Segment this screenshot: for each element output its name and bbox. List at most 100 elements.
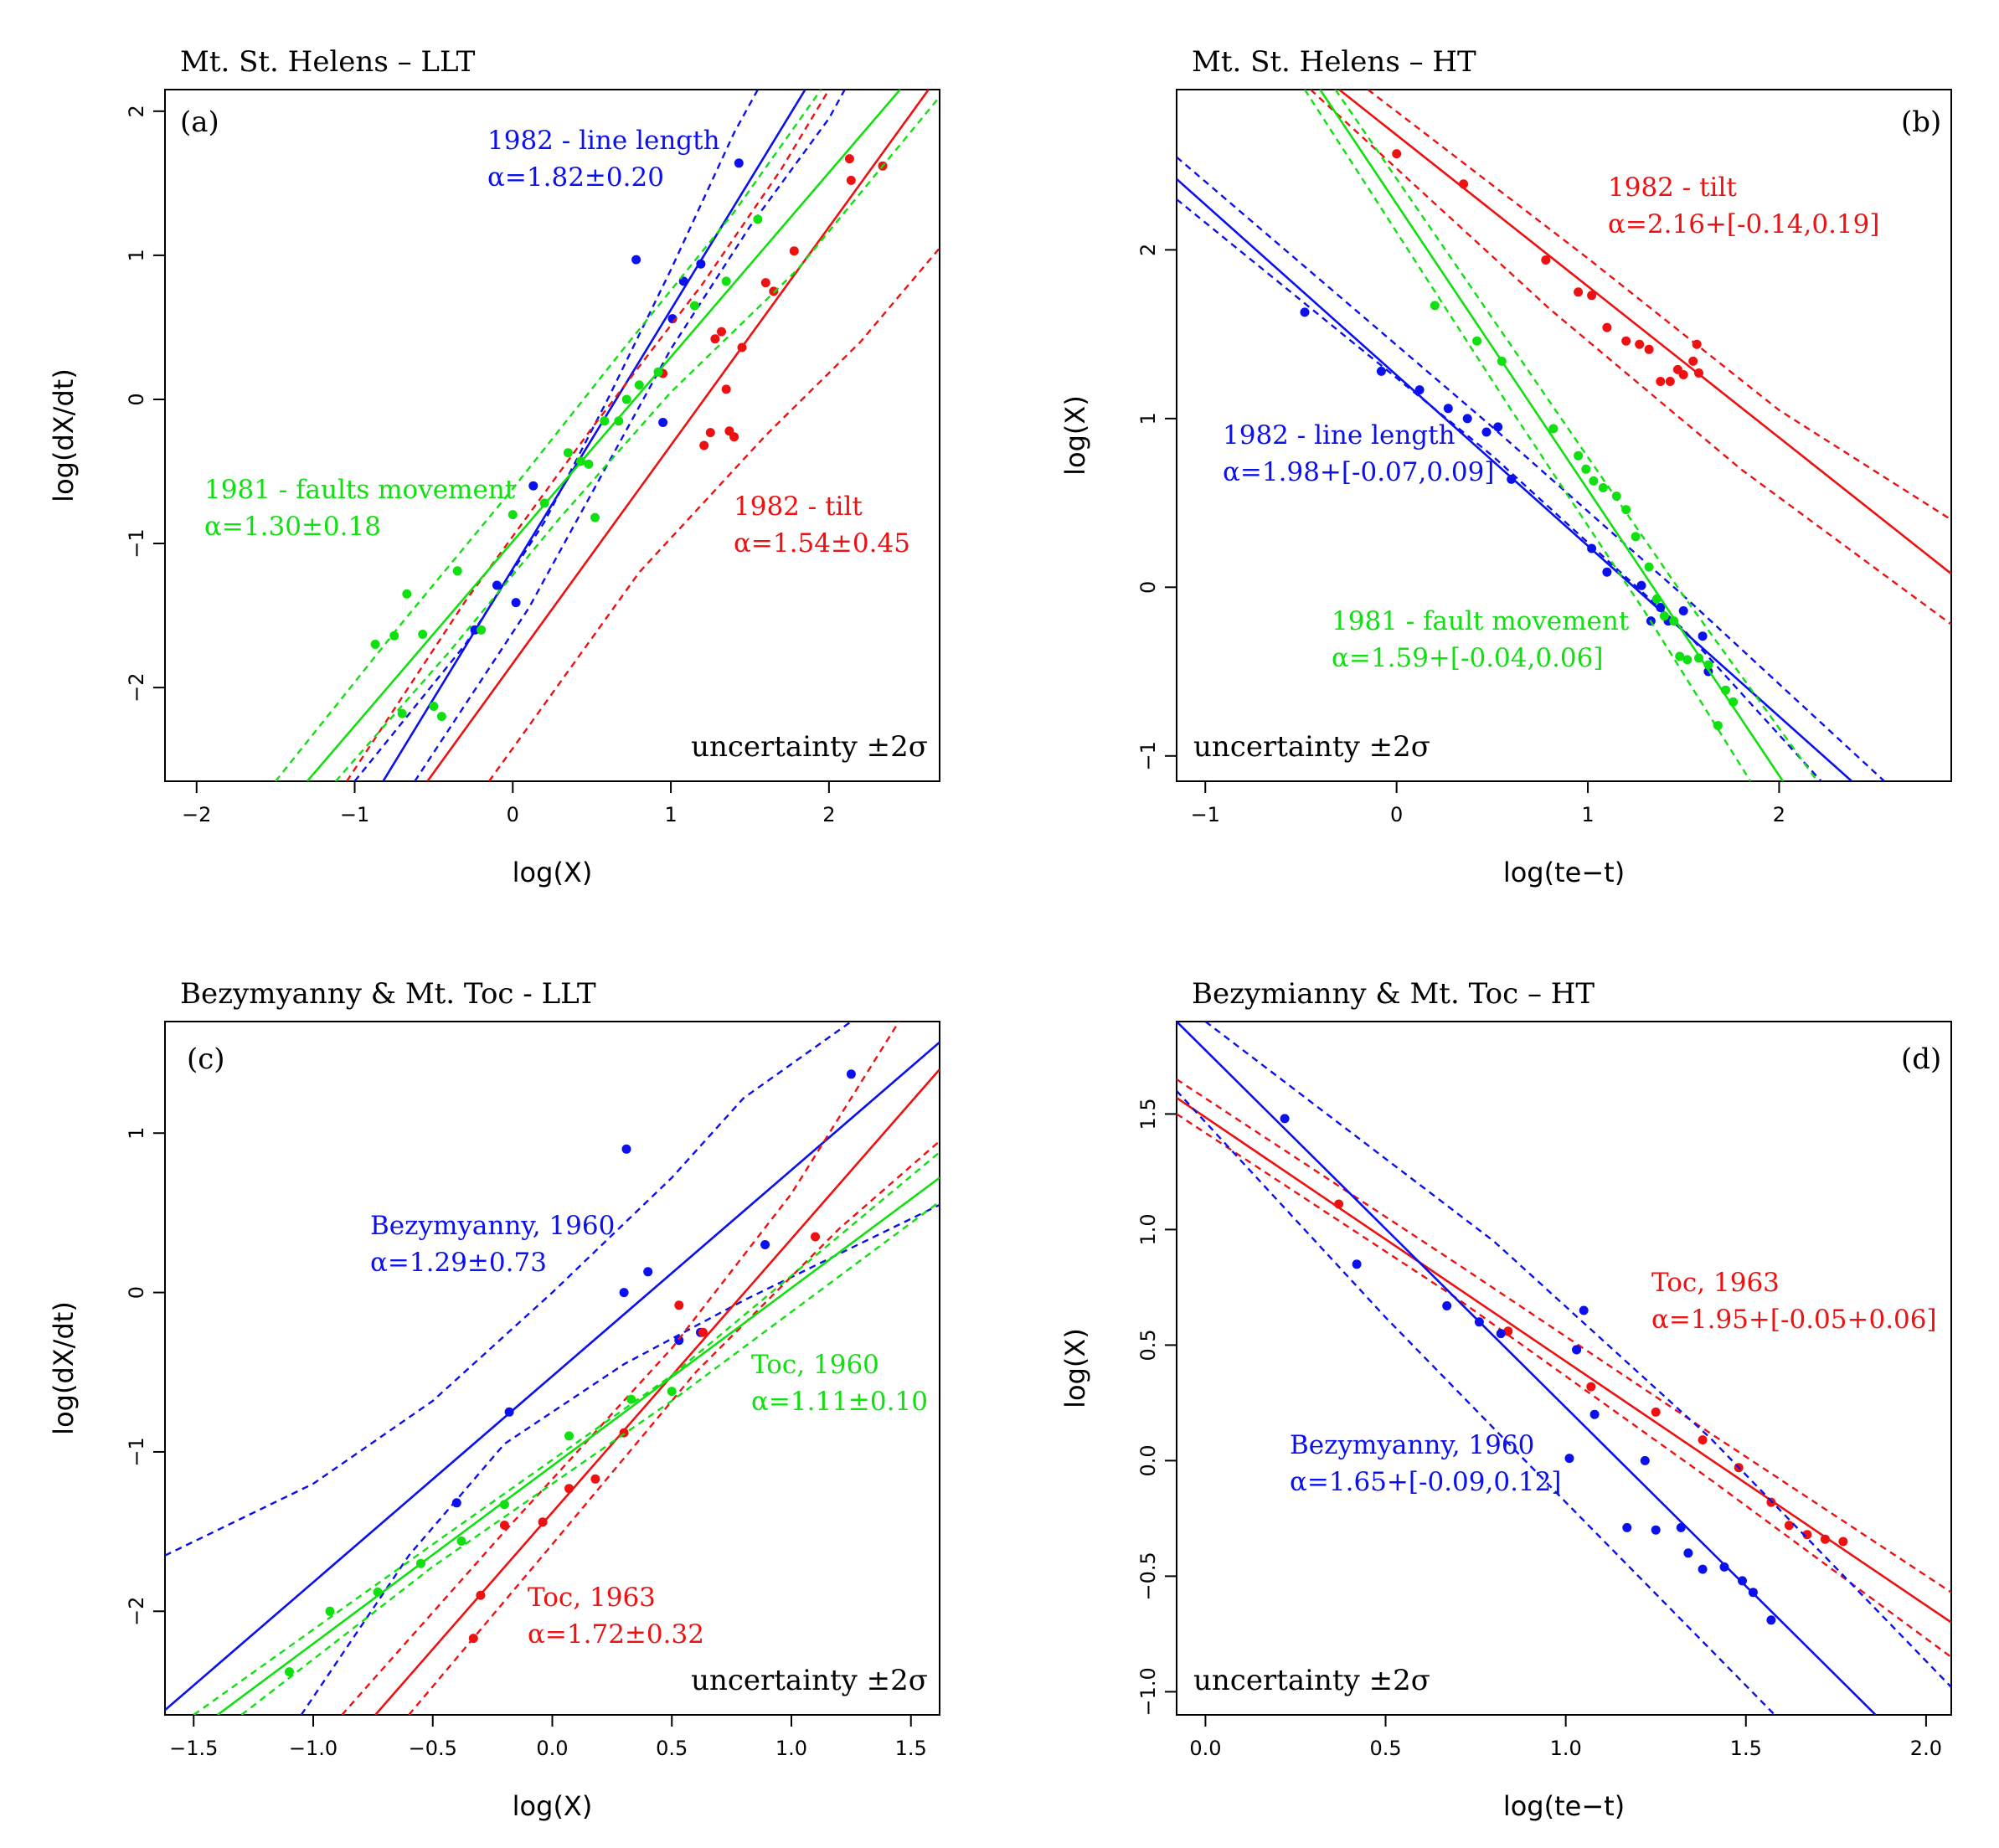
panel-a: Mt. St. Helens – LLT −2 −1 0 1 2 −2 −1 0 1 2 log(X)… [48, 45, 940, 888]
y-tick-label: 1 [1136, 412, 1160, 425]
data-point [1414, 385, 1425, 395]
data-point [584, 459, 594, 469]
data-point [760, 278, 770, 288]
data-point [626, 1394, 636, 1404]
x-tick-label: −1 [1191, 803, 1220, 826]
data-point [1622, 1522, 1632, 1532]
uncertainty-note: uncertainty ±2σ [691, 1664, 928, 1697]
panel-title: Bezymyanny & Mt. Toc - LLT [180, 977, 596, 1011]
x-tick-label: 0 [1390, 803, 1403, 826]
data-point [710, 334, 720, 344]
data-point [564, 1484, 574, 1494]
data-point [1621, 505, 1631, 515]
data-point [1675, 651, 1685, 661]
data-point [1621, 336, 1631, 346]
data-point [1443, 404, 1453, 414]
data-point [1579, 1305, 1589, 1315]
series-label: Bezymyanny, 1960 [370, 1211, 615, 1241]
x-tick-label: −1 [340, 803, 369, 826]
data-point [1694, 653, 1703, 663]
data-point [1644, 344, 1654, 354]
data-point [429, 702, 439, 711]
confidence-band-upper [346, 90, 830, 781]
fit-line [1177, 1022, 1877, 1715]
y-tick-label: −1 [1136, 741, 1160, 770]
confidence-band-lower [408, 1140, 940, 1715]
series-label: 1982 - tilt [1608, 172, 1737, 203]
data-point [674, 1300, 684, 1310]
panel-b: Mt. St. Helens – HT −1 0 1 2 −1 0 1 2 log(te−t) lo… [1059, 45, 1952, 888]
data-point [1719, 1562, 1729, 1572]
data-point [1589, 476, 1599, 486]
y-tick-label: 0 [125, 393, 148, 405]
plot-frame [1176, 1021, 1952, 1716]
y-tick-label: 1 [125, 249, 148, 261]
data-point [729, 432, 739, 442]
series-label: 1982 - line length [487, 126, 720, 156]
data-point [1564, 1454, 1574, 1464]
plot-frame [164, 89, 940, 782]
data-point [1635, 339, 1645, 349]
confidence-band-upper [353, 90, 759, 781]
fit-line [426, 90, 930, 781]
data-point [492, 580, 502, 590]
x-tick-label: −0.5 [409, 1737, 457, 1760]
series-alpha-label: α=1.65+[-0.09,0.12] [1290, 1467, 1561, 1497]
data-point [1280, 1114, 1290, 1124]
data-point [643, 1267, 653, 1277]
data-point [1611, 492, 1621, 501]
y-tick-label: 2 [125, 105, 148, 117]
data-point [1656, 603, 1666, 612]
panel-tag: (a) [180, 106, 219, 139]
confidence-band-lower [1177, 198, 1822, 781]
x-tick-label: 0.0 [1189, 1737, 1221, 1760]
data-point [1669, 616, 1679, 626]
series-alpha-label: α=1.11±0.10 [751, 1387, 928, 1417]
series-alpha-label: α=1.98+[-0.07,0.09] [1223, 457, 1494, 487]
y-tick-label: −1 [125, 1437, 148, 1466]
confidence-band-lower [334, 95, 940, 781]
data-point [373, 1587, 383, 1597]
data-point [717, 327, 726, 337]
data-point [402, 589, 412, 599]
data-point [1683, 1548, 1693, 1558]
y-tick-label: 0.0 [1136, 1444, 1160, 1476]
data-point [1392, 149, 1402, 159]
x-tick-label: −2 [182, 803, 211, 826]
y-tick-label: 1.0 [1136, 1213, 1160, 1245]
x-tick-label: 0 [507, 803, 519, 826]
data-point [1442, 1301, 1452, 1310]
data-point [1507, 474, 1517, 484]
data-point [1459, 179, 1469, 189]
data-point [721, 384, 731, 394]
data-point [511, 598, 521, 608]
x-tick-label: 1 [1581, 803, 1594, 826]
series-alpha-label: α=1.29±0.73 [370, 1248, 547, 1278]
uncertainty-note: uncertainty ±2σ [1193, 1664, 1430, 1697]
data-point [1602, 322, 1612, 332]
y-axis-label: log(dX/dt) [48, 368, 80, 502]
y-axis-label: log(X) [1059, 1328, 1091, 1408]
y-tick-label: −2 [125, 672, 148, 702]
data-point [621, 1144, 631, 1154]
data-point [634, 380, 644, 390]
y-tick-label: 0 [1136, 581, 1160, 594]
x-axis-label: log(X) [513, 857, 593, 888]
data-point [538, 1517, 548, 1527]
data-point [418, 630, 428, 639]
series-alpha-label: α=1.82±0.20 [487, 162, 664, 193]
fit-line [1338, 90, 1951, 575]
confidence-band-lower [1177, 1113, 1951, 1658]
data-point [600, 416, 610, 426]
confidence-band-upper [1204, 1022, 1951, 1688]
confidence-band-upper [341, 1022, 900, 1715]
series-alpha-label: α=1.72±0.32 [528, 1619, 704, 1650]
data-point [1644, 562, 1654, 572]
data-point [846, 175, 856, 185]
y-tick-label: 2 [1136, 244, 1160, 256]
data-point [564, 1431, 574, 1441]
data-point [1688, 356, 1698, 366]
data-point [1766, 1615, 1776, 1625]
data-point [370, 640, 380, 649]
